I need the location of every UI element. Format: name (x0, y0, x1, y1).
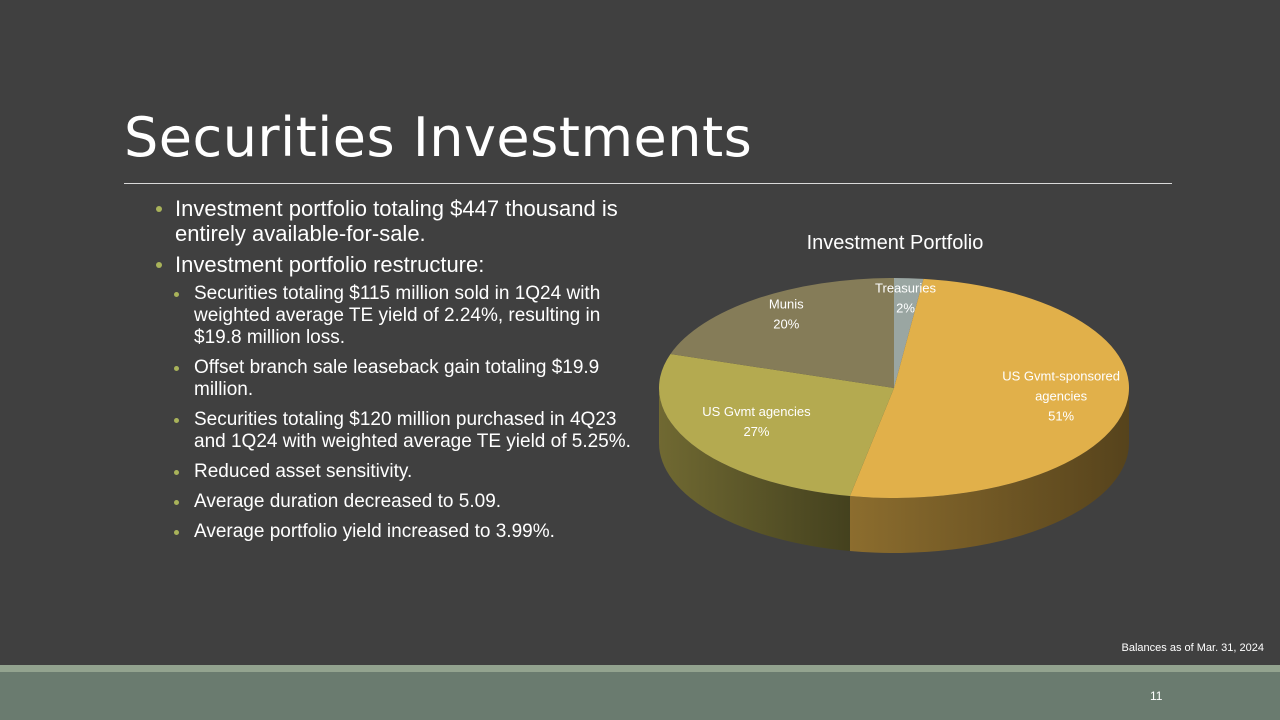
pie-side-us-gvmt-agencies (659, 388, 850, 552)
slice-name-label: US Gvmt-sponsored (1002, 368, 1120, 383)
slice-value-label: 20% (773, 317, 799, 332)
bullet-list: Investment portfolio totaling $447 thous… (150, 196, 640, 551)
sub-bullet-item: Reduced asset sensitivity. (150, 461, 640, 483)
pie-label-treasuries: Treasuries 2% (875, 280, 936, 315)
bullet-item: Investment portfolio totaling $447 thous… (150, 196, 640, 246)
footer-band (0, 672, 1280, 720)
footer-band-accent (0, 665, 1280, 672)
footnote: Balances as of Mar. 31, 2024 (1121, 642, 1264, 654)
pie-labels: Treasuries 2% US Gvmt-sponsored agencies 51%… (702, 280, 1120, 439)
pie-slice-us-gvmt-sponsored-agencies (849, 278, 1130, 499)
sub-bullet-item: Offset branch sale leaseback gain totali… (150, 357, 640, 401)
pie-label-munis: Munis 20% (769, 297, 804, 332)
slice-value-label: 2% (896, 300, 915, 315)
pie-sides (659, 388, 1129, 553)
sub-bullet-item: Average duration decreased to 5.09. (150, 491, 640, 513)
chart-title: Investment Portfolio (806, 232, 984, 254)
pie-chart: Treasuries 2% US Gvmt-sponsored agencies 51%… (659, 278, 1130, 553)
pie-label-us-gvmt-agencies: US Gvmt agencies 27% (702, 404, 811, 439)
pie-label-us-gvmt-sponsored-agencies: US Gvmt-sponsored agencies 51% (1002, 368, 1120, 423)
title-divider (124, 183, 1172, 184)
pie-slice-us-gvmt-agencies (659, 354, 894, 497)
page-number: 11 (1150, 689, 1163, 703)
slice-name-label: US Gvmt agencies (702, 404, 811, 419)
slice-name-label: agencies (1035, 388, 1088, 403)
pie-slice-munis (670, 278, 894, 388)
sub-bullet-item: Securities totaling $115 million sold in… (150, 283, 640, 349)
slice-value-label: 27% (743, 424, 769, 439)
sub-bullet-item: Average portfolio yield increased to 3.9… (150, 521, 640, 543)
pie-tops (659, 278, 1130, 499)
slice-value-label: 51% (1048, 408, 1074, 423)
slice-name-label: Munis (769, 297, 804, 312)
bullet-item: Investment portfolio restructure: (150, 252, 640, 277)
slide-title: Securities Investments (124, 106, 753, 169)
pie-side-us-gvmt-sponsored-agencies (849, 388, 1129, 553)
slice-name-label: Treasuries (875, 280, 936, 295)
sub-bullet-item: Securities totaling $120 million purchas… (150, 409, 640, 453)
pie-slice-treasuries (894, 278, 924, 388)
